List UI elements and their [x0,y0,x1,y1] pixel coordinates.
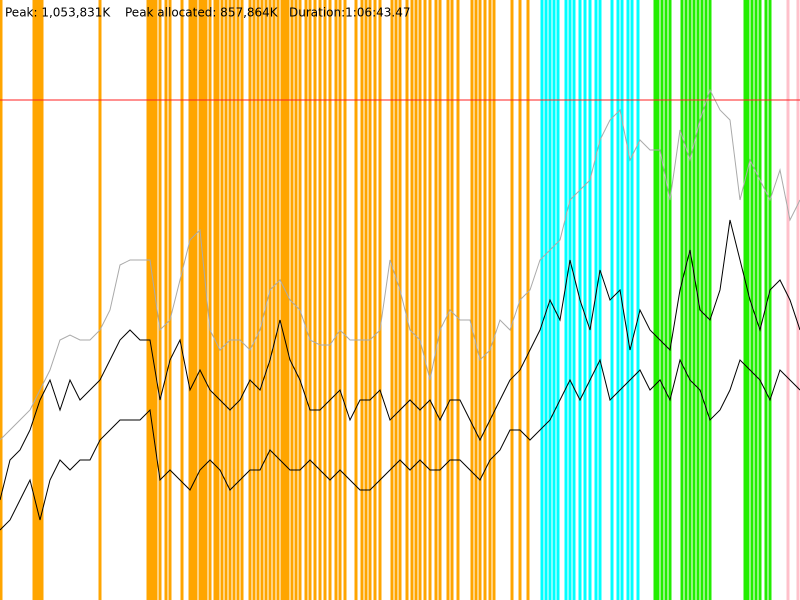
memory-line [0,88,800,441]
peak-text: Peak: 1,053,831K [5,6,111,20]
peak-allocated-text: Peak allocated: 857,864K [125,6,279,20]
lines [0,88,800,531]
memory-line [0,219,800,501]
duration-text: Duration:1:06:43.47 [289,6,411,20]
memory-line [0,358,800,531]
header: Peak: 1,053,831K Peak allocated: 857,864… [5,6,411,20]
